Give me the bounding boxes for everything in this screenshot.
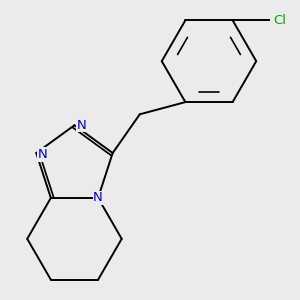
Text: N: N: [93, 191, 103, 204]
Text: N: N: [77, 119, 87, 132]
Text: N: N: [38, 148, 48, 161]
Text: Cl: Cl: [273, 14, 286, 27]
